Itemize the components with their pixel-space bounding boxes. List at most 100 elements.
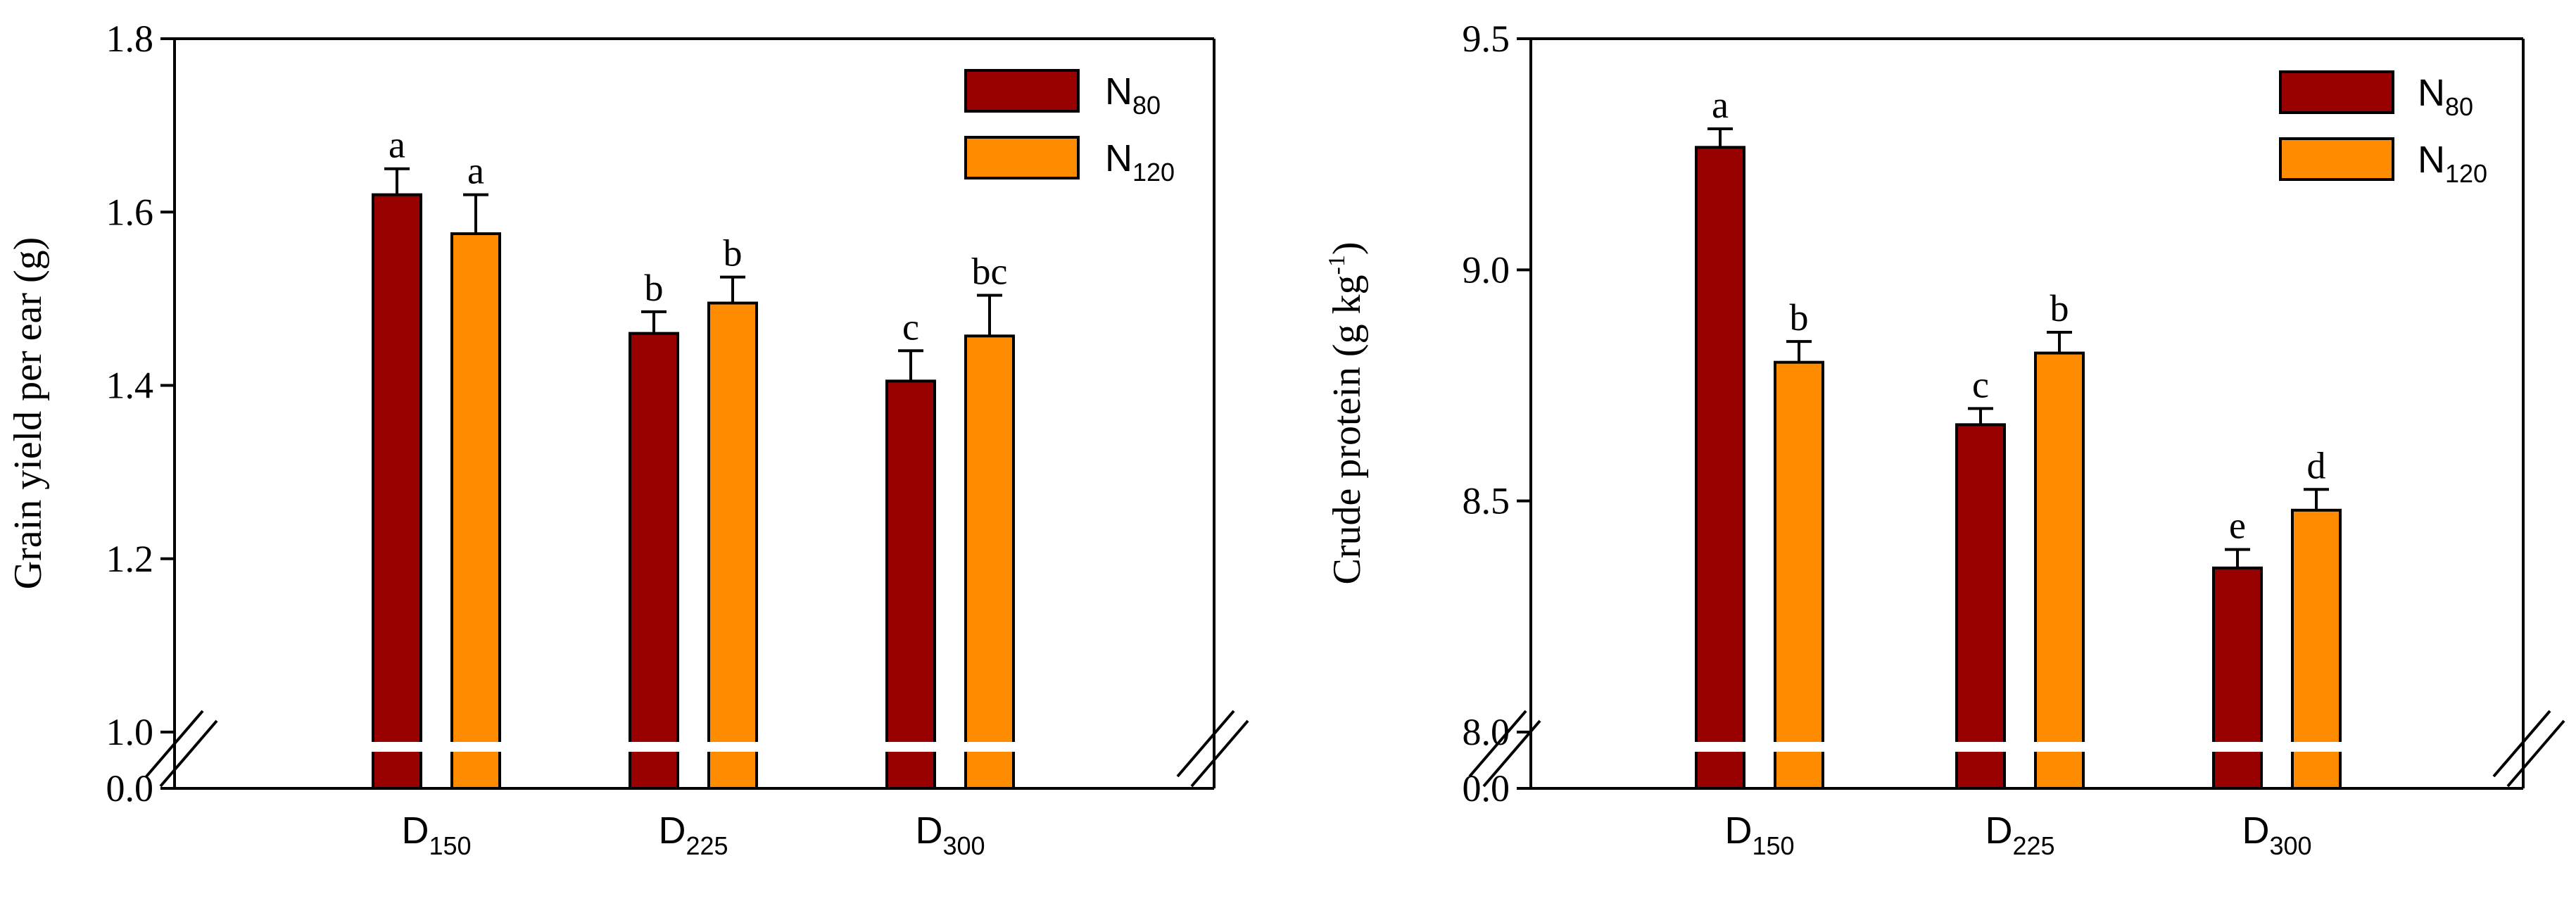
bar-break-gap [370, 742, 424, 752]
y-tick-label: 1.4 [106, 365, 154, 407]
x-tick-label: D150 [1724, 809, 1794, 860]
y-axis-title-text: Crude protein (g kg [1325, 275, 1369, 584]
legend-label-sub: 120 [2445, 159, 2487, 188]
break-line [159, 719, 218, 788]
bar-N120-D150 [450, 232, 501, 790]
bar-break-gap [884, 742, 937, 752]
x-tick-label-sub: 225 [2012, 831, 2054, 860]
y-tick-label: 1.6 [106, 191, 154, 233]
x-tick-label-base: D [1724, 809, 1752, 852]
bar-N80-D150 [1695, 146, 1745, 790]
x-tick-label-base: D [658, 809, 686, 852]
y-tick-label: 8.0 [1463, 711, 1510, 753]
significance-label: e [2229, 505, 2246, 547]
chart-1: 1.0 1.2 1.4 1.6 1.8 0.0 Grain yield per ear (g… [6, 18, 1249, 860]
bar-break-gap [963, 742, 1016, 752]
significance-label: c [902, 305, 919, 348]
legend-label: N80 [1105, 70, 1161, 120]
bar-N80-D225 [629, 332, 679, 790]
y-tick-label-zero: 0.0 [106, 767, 154, 809]
legend-label: N80 [2418, 72, 2473, 121]
x-tick-label-base: D [2242, 809, 2269, 852]
legend-swatch-N80 [964, 69, 1080, 113]
bar-break-gap [627, 742, 681, 752]
break-line [1190, 719, 1249, 788]
bar-break-gap [706, 742, 759, 752]
axis-break-mark [1176, 710, 1249, 788]
bar-N120-D300 [964, 334, 1015, 790]
break-line [2506, 719, 2565, 788]
legend-label-base: N [1105, 70, 1132, 113]
y-tick-label: 9.0 [1463, 248, 1510, 291]
legend-label-base: N [1105, 137, 1132, 179]
y-axis-title: Grain yield per ear (g) [6, 237, 50, 590]
significance-label: c [1972, 363, 1989, 405]
break-line [145, 710, 204, 778]
bar-N80-D300 [885, 379, 936, 790]
x-tick-label-sub: 225 [686, 831, 728, 860]
x-tick-label: D225 [1985, 809, 2054, 860]
legend-swatch-N80 [2279, 70, 2394, 114]
break-line [1482, 719, 1541, 788]
legend-swatch-N120 [964, 136, 1080, 179]
x-tick-label-sub: 300 [2269, 831, 2311, 860]
significance-label: b [724, 232, 743, 275]
y-tick-label: 9.5 [1463, 18, 1510, 60]
x-tick-label-base: D [915, 809, 942, 852]
bar-break-gap [449, 742, 503, 752]
significance-label: bc [972, 250, 1008, 292]
significance-label: a [467, 150, 484, 192]
break-line [1176, 710, 1235, 778]
y-axis-title: Crude protein (g kg-1) [1324, 241, 1369, 584]
legend-label-sub: 80 [1132, 91, 1161, 120]
y-axis-title-sup: -1 [1324, 255, 1350, 275]
y-tick-label: 1.8 [106, 18, 154, 60]
significance-label: a [1712, 84, 1729, 126]
break-line [1468, 710, 1527, 778]
legend-label: N120 [2418, 139, 2487, 188]
y-tick-label: 1.2 [106, 538, 154, 580]
legend-label-sub: 80 [2445, 92, 2473, 121]
chart-2: 8.0 8.5 9.0 9.5 0.0 Crude protein (g kg-1) a b D… [1324, 18, 2565, 860]
y-tick-label: 1.0 [106, 711, 154, 753]
x-tick-label: D150 [401, 809, 471, 860]
bar-break-gap [2290, 742, 2343, 752]
bar-N120-D225 [707, 301, 758, 790]
bar-N80-D150 [372, 193, 422, 790]
y-axis-title-text: Grain yield per ear (g) [6, 237, 50, 590]
axis-break-mark [1468, 710, 1541, 788]
x-tick-label: D225 [658, 809, 728, 860]
y-tick-label-zero: 0.0 [1463, 767, 1510, 809]
y-axis-title-end: ) [1325, 241, 1369, 255]
significance-label: b [645, 267, 664, 309]
significance-label: b [2050, 287, 2069, 329]
legend-swatch-N120 [2279, 137, 2394, 181]
x-tick-label: D300 [915, 809, 985, 860]
bar-N120-D150 [1774, 360, 1824, 790]
x-tick-label-sub: 150 [429, 831, 471, 860]
legend-label: N120 [1105, 137, 1175, 187]
x-tick-label-sub: 150 [1752, 831, 1794, 860]
significance-label: d [2307, 444, 2326, 486]
legend-label-base: N [2418, 139, 2445, 181]
axis-break-mark [145, 710, 218, 788]
legend-label-base: N [2418, 72, 2445, 114]
break-line [2492, 710, 2551, 778]
bar-N120-D225 [2034, 351, 2085, 790]
bar-N80-D300 [2212, 566, 2263, 790]
x-tick-label-base: D [1985, 809, 2012, 852]
bar-break-gap [1772, 742, 1826, 752]
x-tick-label: D300 [2242, 809, 2311, 860]
bar-break-gap [1954, 742, 2007, 752]
x-tick-label-sub: 300 [942, 831, 985, 860]
bar-break-gap [2033, 742, 2086, 752]
significance-label: b [1790, 296, 1809, 339]
legend-label-sub: 120 [1132, 158, 1175, 187]
bar-break-gap [1693, 742, 1747, 752]
bar-break-gap [2211, 742, 2264, 752]
bar-N80-D225 [1955, 423, 2006, 790]
